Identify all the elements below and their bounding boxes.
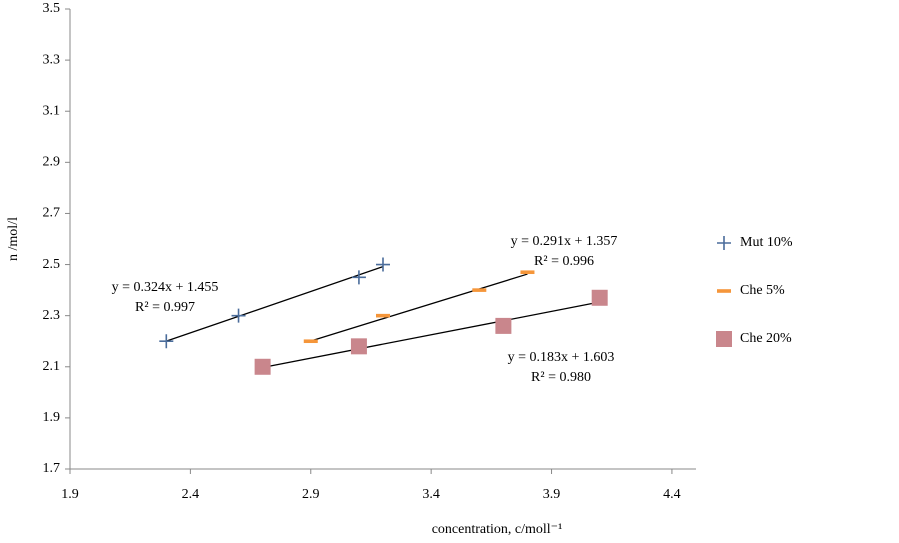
data-point (376, 257, 390, 272)
x-tick-label: 1.9 (61, 487, 79, 502)
x-tick-label: 3.4 (422, 487, 440, 502)
x-tick-label: 3.9 (543, 487, 561, 502)
trendline-r2: R² = 0.980 (531, 370, 591, 385)
y-tick-label: 2.9 (43, 155, 61, 170)
data-point (351, 270, 366, 285)
legend-marker (716, 331, 732, 347)
trendline (310, 273, 528, 342)
y-tick-label: 1.7 (43, 461, 61, 476)
trendline-r2: R² = 0.997 (135, 300, 195, 315)
x-axis-title: concentration, c/moll⁻¹ (432, 522, 563, 537)
legend-label: Che 20% (740, 331, 792, 346)
x-tick-label: 2.4 (182, 487, 200, 502)
data-point (159, 334, 174, 349)
legend-label: Mut 10% (740, 235, 793, 250)
y-tick-label: 2.3 (43, 308, 61, 323)
data-point (591, 289, 608, 306)
y-tick-label: 1.9 (43, 410, 61, 425)
legend-label: Che 5% (740, 283, 785, 298)
data-point (350, 338, 367, 355)
trendline-equation: y = 0.291x + 1.357 (511, 234, 618, 249)
data-point (472, 288, 487, 292)
trendline-r2: R² = 0.996 (534, 254, 594, 269)
y-tick-label: 3.5 (43, 1, 61, 16)
y-tick-label: 2.7 (43, 206, 61, 221)
y-tick-label: 3.1 (43, 103, 61, 118)
legend-marker (717, 236, 731, 250)
y-tick-label: 3.3 (43, 52, 61, 67)
data-point (231, 308, 246, 323)
legend-marker (717, 289, 731, 293)
data-point (520, 270, 535, 275)
x-tick-label: 4.4 (663, 487, 681, 502)
trendline-equation: y = 0.183x + 1.603 (508, 350, 615, 365)
data-point (376, 313, 390, 318)
y-tick-label: 2.1 (43, 359, 61, 374)
data-point (254, 358, 271, 375)
y-axis-title: n /mol/l (6, 217, 21, 261)
x-tick-label: 2.9 (302, 487, 320, 502)
trendline (166, 266, 384, 342)
trendline-equation: y = 0.324x + 1.455 (112, 280, 219, 295)
trendline (262, 301, 600, 369)
data-point (303, 339, 318, 344)
y-tick-label: 2.5 (43, 257, 61, 272)
data-point (495, 317, 512, 334)
